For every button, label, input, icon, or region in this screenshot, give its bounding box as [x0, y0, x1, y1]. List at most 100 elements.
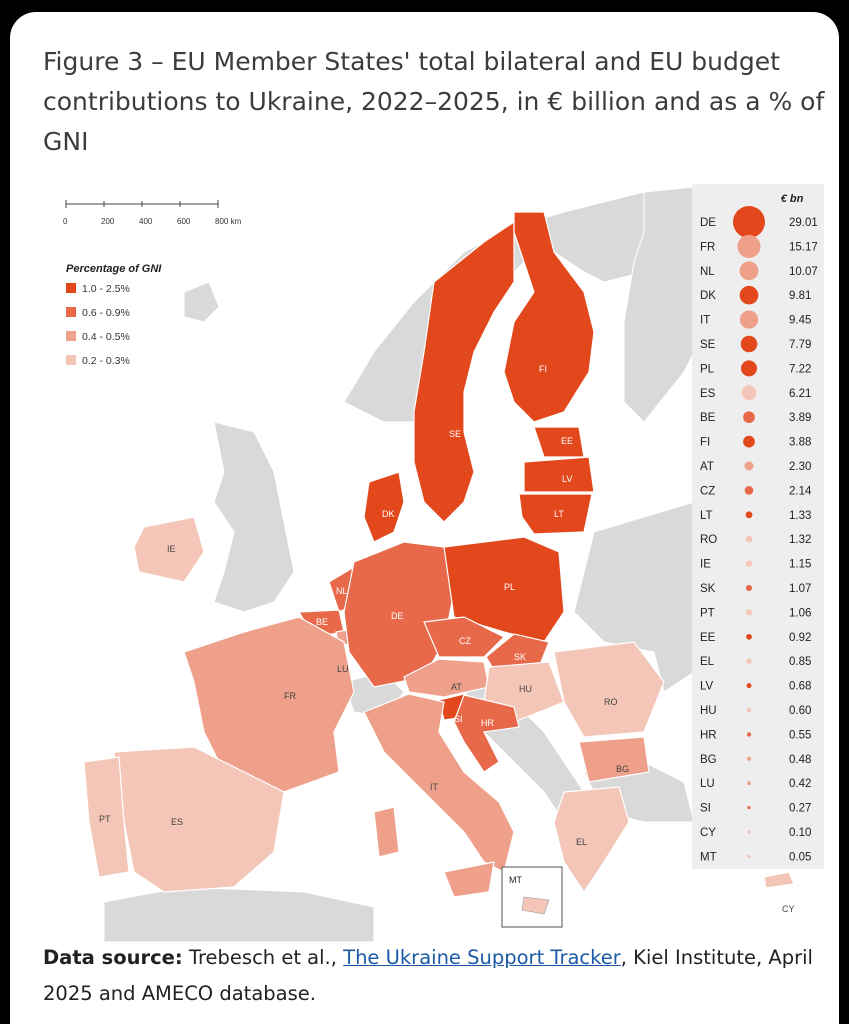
- bubble-ro: [745, 535, 753, 543]
- country-label-fr: FR: [284, 691, 296, 701]
- country-code: HU: [700, 705, 717, 717]
- figure-card: Figure 3 – EU Member States' total bilat…: [10, 12, 839, 1024]
- legend-label: 0.4 - 0.5%: [82, 331, 130, 343]
- country-code: HR: [700, 729, 717, 741]
- bubble-mt: [747, 854, 751, 859]
- country-dk: [363, 471, 405, 543]
- value-label: 0.27: [789, 803, 811, 815]
- country-label-hr: HR: [481, 718, 494, 728]
- country-cz: [423, 616, 506, 658]
- country-lv: [523, 456, 595, 493]
- country-code: DK: [700, 290, 716, 302]
- bubble-pt: [745, 609, 753, 616]
- bubble-dk: [739, 285, 759, 305]
- value-label: 1.06: [789, 607, 811, 619]
- bubble-lt: [745, 511, 753, 519]
- country-lt: [518, 493, 593, 535]
- country-label-pt: PT: [99, 814, 111, 824]
- country-code: RO: [700, 534, 717, 546]
- country-code: NL: [700, 266, 715, 278]
- source-label: Data source:: [43, 946, 183, 969]
- country-ro: [553, 641, 665, 738]
- country-ie: [133, 516, 205, 583]
- country-code: PT: [700, 607, 715, 619]
- bubble-es: [741, 385, 757, 401]
- country-label-lu: LU: [337, 664, 349, 674]
- legend-swatch: [66, 307, 76, 317]
- bubble-table: € bn DE 29.01 FR 15.17 NL 10.07 DK 9.81 IT 9.45 SE 7…: [700, 193, 818, 863]
- country-code: MT: [700, 851, 717, 863]
- country-hr: [453, 694, 520, 773]
- tracker-link[interactable]: The Ukraine Support Tracker: [343, 946, 621, 969]
- bubble-ee: [746, 633, 752, 640]
- bubble-at: [744, 461, 754, 471]
- country-label-dk: DK: [382, 509, 395, 519]
- country-code: SI: [700, 803, 711, 815]
- country-label-de: DE: [391, 611, 404, 621]
- country-it-sicily: [443, 861, 495, 898]
- source-text-after: , Kiel Institute, April 2025 and AMECO d…: [43, 946, 813, 1005]
- value-label: 10.07: [789, 266, 818, 278]
- country-fi: [503, 211, 595, 423]
- value-label: 15.17: [789, 241, 818, 253]
- value-label: 0.10: [789, 827, 811, 839]
- value-label: 9.45: [789, 315, 811, 327]
- value-label: 1.33: [789, 510, 811, 522]
- bubble-table-bg: [692, 184, 824, 869]
- bubble-el: [746, 658, 752, 664]
- bubble-sk: [745, 584, 753, 592]
- bubble-si: [747, 806, 751, 810]
- value-label: 0.60: [789, 705, 811, 717]
- country-code: FR: [700, 241, 715, 253]
- country-label-it: IT: [430, 782, 439, 792]
- eu-countries: [83, 211, 795, 898]
- country-label-hu: HU: [519, 684, 532, 694]
- country-label-sk: SK: [514, 652, 526, 662]
- bubble-se: [740, 335, 758, 353]
- country-code: ES: [700, 388, 716, 400]
- value-label: 7.22: [789, 363, 811, 375]
- country-it-sardinia: [373, 806, 400, 858]
- source-text-before: Trebesch et al.,: [182, 946, 344, 969]
- bubble-it: [739, 310, 759, 329]
- country-code: LU: [700, 778, 715, 790]
- value-label: 0.48: [789, 754, 811, 766]
- country-cy: [763, 871, 795, 889]
- country-code: DE: [700, 217, 716, 229]
- scale-tick-label: 400: [139, 217, 153, 226]
- country-se: [413, 220, 515, 523]
- bubble-cy: [747, 830, 751, 834]
- scale-tick-label: 0: [63, 217, 68, 226]
- chart-title: Figure 3 – EU Member States' total bilat…: [43, 47, 825, 156]
- bubble-ie: [745, 560, 753, 567]
- country-label-be: BE: [316, 617, 328, 627]
- inset-label: MT: [509, 875, 522, 885]
- country-code: FI: [700, 437, 710, 449]
- value-label: 0.42: [789, 778, 811, 790]
- bubble-de: [733, 206, 765, 238]
- country-code: CZ: [700, 485, 715, 497]
- value-label: 0.92: [789, 632, 811, 644]
- value-label: 6.21: [789, 388, 811, 400]
- country-label-ie: IE: [167, 544, 176, 554]
- country-code: BE: [700, 412, 716, 424]
- country-label-lv: LV: [562, 474, 572, 484]
- bubble-lv: [746, 683, 752, 689]
- value-label: 0.68: [789, 681, 811, 693]
- bubble-cz: [744, 486, 754, 495]
- country-es: [113, 746, 285, 893]
- value-label: 7.79: [789, 339, 811, 351]
- country-ee: [533, 426, 585, 458]
- scale-ticks: 0 200 400 600 800 km: [63, 217, 242, 226]
- country-code: IE: [700, 559, 711, 571]
- country-label-si: SI: [454, 714, 463, 724]
- data-source: Data source: Trebesch et al., The Ukrain…: [43, 940, 833, 1012]
- country-labels: SE FI EE LV LT DK IE NL BE LU DE PL CZ SK AT HU RO FR SI HR…: [99, 364, 795, 914]
- value-label: 2.14: [789, 485, 812, 497]
- legend-swatch: [66, 355, 76, 365]
- scale-tick-label: 600: [177, 217, 191, 226]
- country-code: SE: [700, 339, 716, 351]
- country-code: CY: [700, 827, 716, 839]
- value-label: 0.55: [789, 729, 811, 741]
